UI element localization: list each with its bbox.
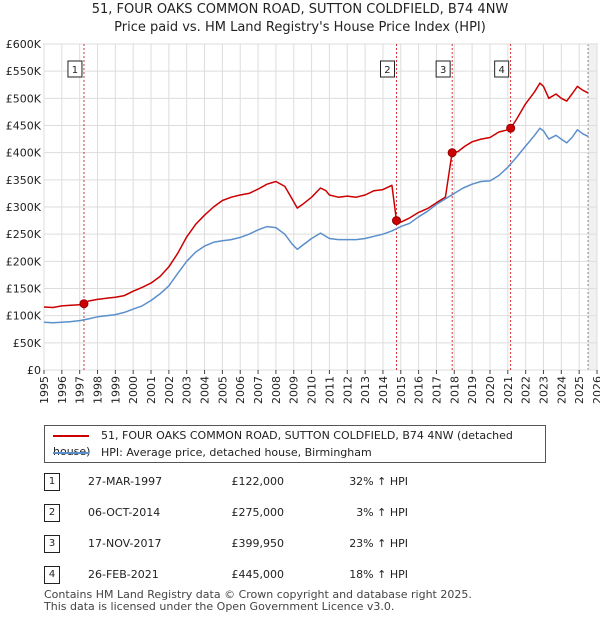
chart-subtitle: Price paid vs. HM Land Registry's House …: [114, 20, 486, 35]
transaction-number: 4: [44, 566, 60, 584]
x-tick-label: 2023: [537, 376, 550, 404]
transaction-price: £275,000: [231, 506, 285, 519]
series-line-hpi: [43, 127, 589, 324]
x-tick-label: 2021: [502, 376, 515, 404]
x-tick-label: 2007: [252, 376, 265, 404]
x-tick-label: 2010: [306, 376, 319, 404]
series-line-property: [43, 82, 589, 309]
x-tick-label: 1999: [109, 376, 122, 404]
sale-label: 2: [384, 65, 390, 76]
legend-item-hpi: HPI: Average price, detached house, Birm…: [53, 445, 372, 461]
chart-legend: 51, FOUR OAKS COMMON ROAD, SUTTON COLDFI…: [44, 425, 546, 463]
transaction-row: 4 26-FEB-2021 £445,000 18% ↑ HPI: [44, 566, 564, 586]
transaction-hpi: 18% ↑ HPI: [349, 568, 408, 581]
x-tick-label: 2018: [448, 376, 461, 404]
x-tick-label: 2009: [288, 376, 301, 404]
y-tick-label: £0: [27, 364, 41, 377]
transaction-row: 3 17-NOV-2017 £399,950 23% ↑ HPI: [44, 535, 564, 555]
x-tick-label: 2011: [323, 376, 336, 404]
y-tick-label: £300K: [6, 201, 42, 214]
x-tick-label: 2025: [573, 376, 586, 404]
y-tick-label: £50K: [13, 337, 42, 350]
sale-label: 4: [498, 65, 504, 76]
y-tick-label: £500K: [6, 92, 42, 105]
x-tick-label: 2014: [377, 376, 390, 404]
x-tick-label: 2016: [413, 376, 426, 404]
x-tick-label: 1996: [56, 376, 69, 404]
x-tick-label: 2012: [341, 376, 354, 404]
legend-label-property: 51, FOUR OAKS COMMON ROAD, SUTTON COLDFI…: [53, 429, 513, 458]
y-tick-label: £250K: [6, 228, 42, 241]
transaction-row: 1 27-MAR-1997 £122,000 32% ↑ HPI: [44, 473, 564, 493]
x-tick-label: 2001: [145, 376, 158, 404]
sale-point: [506, 123, 516, 133]
x-tick-label: 2006: [234, 376, 247, 404]
sale-label: 1: [72, 65, 78, 76]
x-tick-label: 2008: [270, 376, 283, 404]
y-tick-label: £100K: [6, 310, 42, 323]
chart-title: 51, FOUR OAKS COMMON ROAD, SUTTON COLDFI…: [91, 2, 509, 17]
transaction-price: £122,000: [231, 475, 285, 488]
transaction-number: 3: [44, 535, 60, 553]
transaction-price: £399,950: [231, 537, 285, 550]
x-tick-label: 2004: [199, 376, 212, 404]
sale-label-box: [435, 60, 451, 78]
legend-swatch-hpi: [53, 452, 89, 454]
transaction-number: 1: [44, 473, 60, 491]
x-tick-label: 2026: [591, 376, 600, 404]
x-tick-label: 2019: [466, 376, 479, 404]
y-tick-label: £350K: [6, 174, 42, 187]
x-tick-label: 1995: [38, 376, 51, 404]
x-tick-label: 2003: [181, 376, 194, 404]
transaction-number: 2: [44, 504, 60, 522]
transaction-price: £445,000: [231, 568, 285, 581]
sale-label-box: [67, 60, 83, 78]
x-tick-label: 2024: [555, 376, 568, 404]
sale-point: [79, 299, 89, 309]
transaction-date: 27-MAR-1997: [88, 475, 163, 488]
footer: Contains HM Land Registry data © Crown c…: [44, 589, 472, 613]
x-tick-label: 2022: [520, 376, 533, 404]
y-tick-label: £200K: [6, 255, 42, 268]
transaction-date: 26-FEB-2021: [88, 568, 159, 581]
y-tick-label: £550K: [6, 65, 42, 78]
legend-item-property: 51, FOUR OAKS COMMON ROAD, SUTTON COLDFI…: [53, 428, 545, 458]
sale-point: [447, 148, 457, 158]
x-tick-label: 2000: [127, 376, 140, 404]
y-tick-label: £400K: [6, 147, 42, 160]
footer-license: This data is licensed under the Open Gov…: [44, 600, 395, 613]
x-tick-label: 2002: [163, 376, 176, 404]
transaction-hpi: 23% ↑ HPI: [349, 537, 408, 550]
transaction-date: 06-OCT-2014: [88, 506, 161, 519]
transaction-row: 2 06-OCT-2014 £275,000 3% ↑ HPI: [44, 504, 564, 524]
transaction-hpi: 32% ↑ HPI: [349, 475, 408, 488]
y-tick-label: £150K: [6, 283, 42, 296]
footer-copyright: Contains HM Land Registry data © Crown c…: [44, 588, 472, 601]
legend-label-hpi: HPI: Average price, detached house, Birm…: [101, 446, 372, 459]
x-tick-label: 2020: [484, 376, 497, 404]
x-tick-label: 2017: [430, 376, 443, 404]
y-tick-label: £600K: [6, 38, 42, 51]
x-tick-label: 1997: [74, 376, 87, 404]
x-tick-label: 2013: [359, 376, 372, 404]
legend-swatch-property: [53, 435, 89, 437]
transaction-hpi: 3% ↑ HPI: [356, 506, 408, 519]
x-tick-label: 2005: [216, 376, 229, 404]
y-tick-label: £450K: [6, 120, 42, 133]
x-tick-label: 2015: [395, 376, 408, 404]
transaction-date: 17-NOV-2017: [88, 537, 162, 550]
sale-point: [391, 216, 401, 226]
sale-label: 3: [440, 65, 446, 76]
sale-label-box: [379, 60, 395, 78]
x-tick-label: 1998: [92, 376, 105, 404]
price-chart: £0 £50K £100K £150K £200K £250K £300K £350K £400…: [6, 38, 600, 404]
sale-label-box: [494, 60, 510, 78]
